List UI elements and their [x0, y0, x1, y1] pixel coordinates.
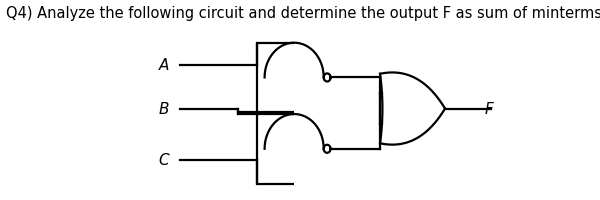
- Text: C: C: [158, 152, 169, 167]
- Text: B: B: [158, 102, 169, 116]
- Text: A: A: [158, 58, 169, 73]
- Text: Q4) Analyze the following circuit and determine the output F as sum of minterms.: Q4) Analyze the following circuit and de…: [6, 6, 600, 21]
- Text: F: F: [485, 102, 493, 116]
